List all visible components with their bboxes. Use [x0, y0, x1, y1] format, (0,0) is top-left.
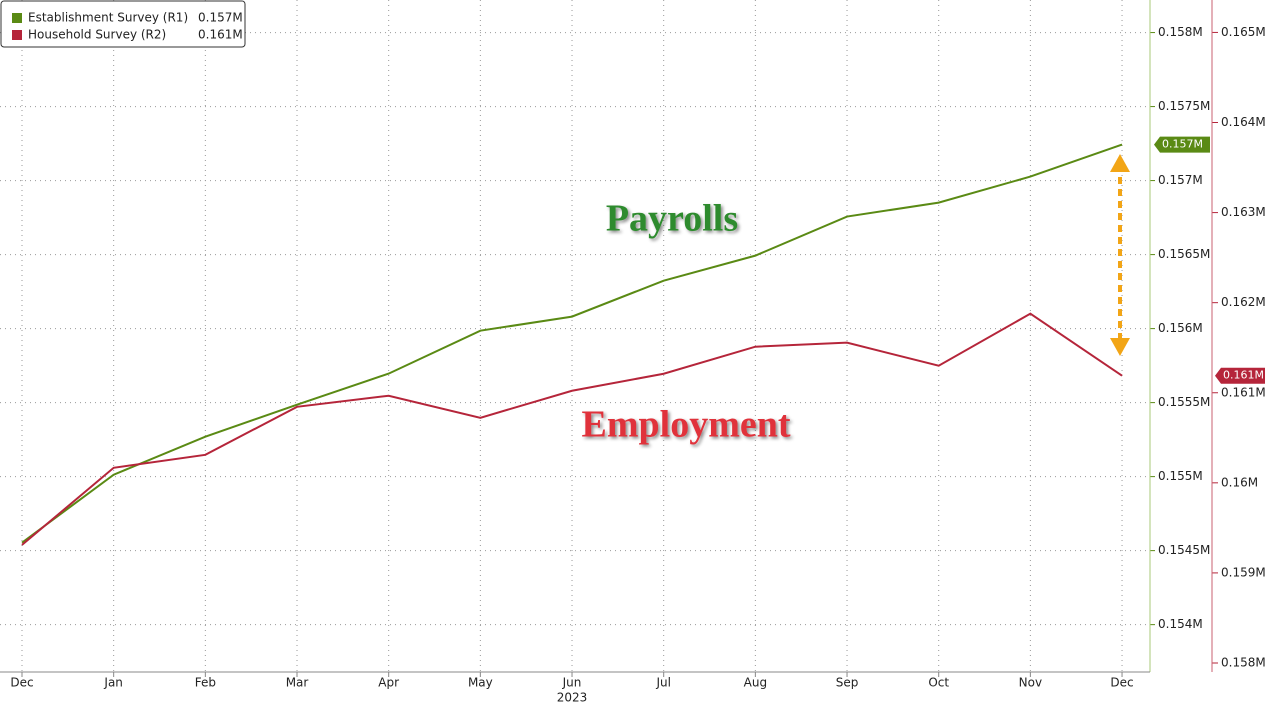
x-group-label: 2023 — [557, 691, 588, 705]
arrow-head — [1110, 338, 1130, 356]
legend-swatch — [12, 13, 22, 23]
y2-tick-label: 0.162M — [1221, 295, 1265, 309]
legend-label: Establishment Survey (R1) — [28, 11, 188, 25]
y2-tick-label: 0.164M — [1221, 115, 1265, 129]
arrow-head — [1110, 154, 1130, 172]
last-value-tag — [1215, 367, 1265, 384]
legend-swatch — [12, 30, 22, 40]
annotation: Payrolls — [606, 198, 738, 240]
x-tick-label: Aug — [744, 676, 767, 690]
x-tick-label: Oct — [928, 676, 949, 690]
y-tick-label: 0.1555M — [1158, 395, 1210, 409]
legend-box — [0, 0, 246, 48]
line — [21, 143, 1123, 544]
x-tick-label: Dec — [10, 676, 33, 690]
y-tick-label: 0.155M — [1158, 469, 1203, 483]
legend-value: 0.157M — [198, 11, 243, 25]
x-tick-label: Mar — [286, 676, 309, 690]
y2-tick-label: 0.161M — [1221, 385, 1265, 399]
legend: Establishment Survey (R1) 0.157M Household… — [0, 0, 246, 48]
y-tick-label: 0.154M — [1158, 617, 1203, 631]
last-value-tag — [1154, 136, 1210, 153]
x-tick-label: Jun — [562, 676, 582, 690]
y-tick-label: 0.1565M — [1158, 247, 1210, 261]
x-tick-label: Dec — [1110, 676, 1133, 690]
y2-tick-label: 0.16M — [1221, 475, 1258, 489]
y2-tick-label: 0.158M — [1221, 655, 1265, 669]
x-tick-label: Apr — [378, 676, 399, 690]
y2-tick-label: 0.163M — [1221, 205, 1265, 219]
line — [21, 312, 1123, 546]
y2-tick-label: 0.165M — [1221, 25, 1265, 39]
last-value-label: 0.161M — [1223, 369, 1264, 382]
x-tick-label: Nov — [1019, 676, 1042, 690]
annotation: Employment — [582, 404, 791, 446]
y-tick-label: 0.1545M — [1158, 543, 1210, 557]
x-tick-label: Jul — [655, 676, 670, 690]
x-tick-label: Feb — [195, 676, 216, 690]
y-tick-label: 0.157M — [1158, 173, 1203, 187]
legend-label: Household Survey (R2) — [28, 28, 166, 42]
x-tick-label: May — [468, 676, 493, 690]
x-tick-label: Sep — [836, 676, 859, 690]
legend-value: 0.161M — [198, 28, 243, 42]
y-tick-label: 0.156M — [1158, 321, 1203, 335]
x-tick-label: Jan — [103, 676, 123, 690]
y-tick-label: 0.158M — [1158, 25, 1203, 39]
last-value-label: 0.157M — [1162, 138, 1203, 151]
y2-tick-label: 0.159M — [1221, 565, 1265, 579]
y-tick-label: 0.1575M — [1158, 99, 1210, 113]
